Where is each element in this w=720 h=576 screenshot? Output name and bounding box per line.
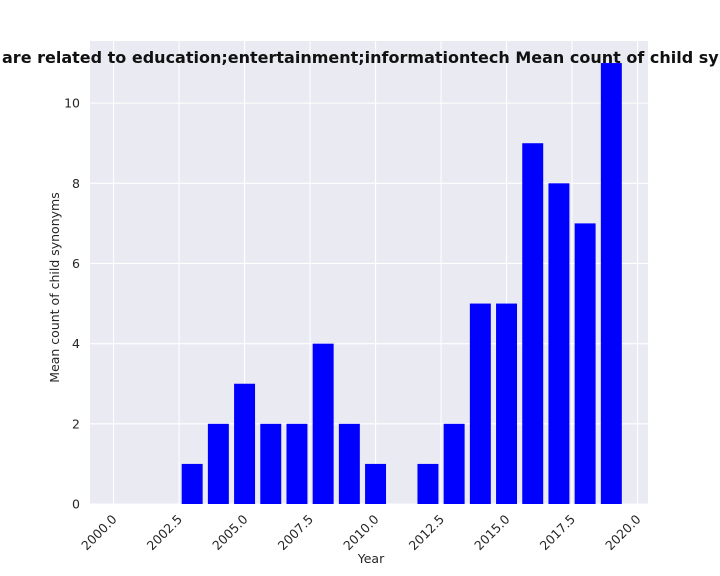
x-tick-label: 2020.0	[602, 511, 644, 553]
x-tick-label: 2002.5	[144, 512, 186, 554]
bar	[469, 303, 491, 504]
x-tick-label: 2017.5	[537, 512, 579, 554]
bar	[496, 303, 518, 504]
bar	[574, 223, 596, 505]
y-tick-label: 2	[72, 416, 80, 431]
bar	[365, 463, 387, 504]
bar	[548, 183, 570, 504]
bar	[600, 63, 622, 505]
chart-title: are related to education;entertainment;i…	[2, 48, 720, 67]
x-tick-labels: 2000.0 2002.5 2005.0 2007.5 2010.0 2012.5 2015…	[78, 511, 644, 553]
bar	[181, 463, 203, 504]
y-tick-label: 10	[64, 96, 80, 111]
bar	[260, 423, 282, 504]
x-tick-label: 2000.0	[78, 511, 120, 553]
x-axis-label: Year	[357, 551, 385, 566]
y-tick-label: 4	[72, 336, 80, 351]
x-tick-label: 2007.5	[275, 512, 317, 554]
bars	[181, 63, 622, 505]
bar	[234, 383, 256, 504]
x-tick-label: 2012.5	[406, 512, 448, 554]
x-tick-label: 2015.0	[471, 511, 513, 553]
y-tick-label: 6	[72, 256, 80, 271]
bar	[207, 423, 229, 504]
x-tick-label: 2010.0	[340, 511, 382, 553]
x-tick-label: 2005.0	[209, 511, 251, 553]
y-tick-labels: 0 2 4 6 8 10	[64, 96, 80, 512]
bar	[338, 423, 360, 504]
y-axis-label: Mean count of child synonyms	[47, 192, 62, 382]
y-tick-label: 8	[72, 176, 80, 191]
bar	[286, 423, 308, 504]
bar	[417, 463, 439, 504]
bar	[443, 423, 465, 504]
bar	[312, 343, 334, 504]
y-tick-label: 0	[72, 497, 80, 512]
bar	[522, 143, 544, 505]
